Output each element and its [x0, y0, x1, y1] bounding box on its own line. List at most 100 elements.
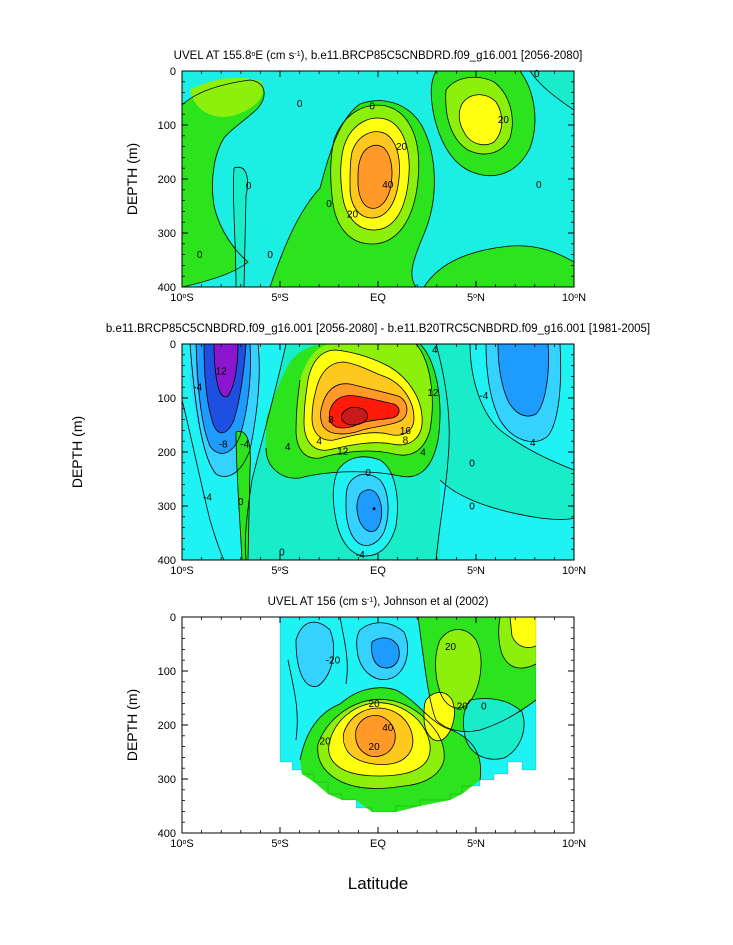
p1-fill-green-southeast [424, 245, 574, 287]
x-tick-label: 5oN [467, 292, 485, 304]
x-tick-label: 5oS [271, 838, 288, 850]
y-tick-label: 400 [158, 555, 176, 567]
p1-line-0-core [269, 100, 435, 287]
panel-3-contour-lines [287, 617, 537, 789]
p2-fill-purple-west [214, 344, 238, 397]
p3-line-30-core [342, 707, 414, 765]
x-tick-label: EQ [370, 838, 386, 850]
p3-fill-lime-northeast [435, 629, 482, 708]
panel-2-ylabel: DEPTH (m) [69, 416, 85, 488]
contour-label: 0 [469, 502, 475, 513]
panel-model-difference: b.e11.BRCP85C5CNBDRD.f09_g16.001 [2056-2… [69, 323, 650, 577]
p2-line-m12-west [203, 344, 247, 434]
p2-fill-dodger-deep [357, 489, 382, 532]
p1-line-10-core [330, 104, 420, 245]
contour-label: 12 [216, 367, 228, 378]
p3-fill-aqua-southeast [463, 698, 524, 760]
p1-line-strip [233, 166, 248, 287]
p1-line-0-northeast [529, 71, 574, 111]
p3-line-20-east [423, 692, 455, 742]
contour-label: 0 [267, 250, 273, 261]
p2-line-m8-west [195, 344, 251, 454]
p2-line-16-center [328, 395, 400, 429]
x-tick-label: 5oS [271, 565, 288, 577]
x-tick-label: 5oN [467, 838, 485, 850]
panel-observed-uvel: UVEL AT 156 (cm s-1), Johnson et al (200… [124, 596, 586, 850]
p1-line-0-north [430, 71, 536, 176]
p3-fill-yellow-edge [510, 617, 536, 648]
contour-label: 20 [369, 699, 381, 710]
p3-fill-sky-west [296, 622, 334, 687]
contour-label: 20 [320, 737, 332, 748]
p1-fill-aqua-strip [233, 167, 248, 287]
y-tick-label: 300 [158, 774, 176, 786]
y-tick-label: 100 [158, 666, 176, 678]
contour-label: -8 [219, 439, 228, 450]
p2-fill-darkred-center [341, 407, 368, 425]
p3-line-m10-west [295, 621, 334, 687]
p1-fill-green-south [182, 80, 265, 287]
p1-fill-lime-south [190, 77, 264, 117]
contour-label: 20 [396, 142, 408, 153]
p1-line-30-core [349, 131, 400, 219]
panel-3-contour-fill [280, 617, 536, 812]
p2-line-18-center [341, 406, 368, 426]
p2-line-strip [235, 430, 251, 560]
p1-line-0-south [182, 79, 265, 287]
p1-line-20-core [340, 117, 410, 231]
p1-line-0-southeast [423, 245, 574, 287]
y-tick-label: 300 [158, 501, 176, 513]
contour-label: 4 [420, 448, 426, 459]
contour-label: 0 [536, 180, 542, 191]
contour-label: 4 [530, 438, 536, 449]
contour-label: -4 [203, 492, 212, 503]
p3-data-coverage-outline [279, 616, 537, 813]
contour-label: 20 [498, 115, 510, 126]
p3-fill-orange-core [355, 715, 396, 757]
p1-line-20-north [458, 94, 503, 146]
p3-line-20-core [328, 702, 431, 777]
p2-line-m6-deep [356, 489, 382, 532]
x-tick-label: 10oN [562, 565, 586, 577]
p2-line-m2-north [485, 344, 562, 443]
p3-line-m5-center [339, 617, 348, 685]
contour-label: 4 [432, 345, 438, 356]
x-tick-label: 5oS [271, 292, 288, 304]
contour-label: -4 [356, 550, 365, 561]
p2-fill-green-strip [236, 431, 251, 560]
p3-line-m20-center [371, 637, 400, 669]
contour-label: 8 [403, 436, 409, 447]
contour-label: 0 [534, 69, 540, 80]
x-tick-label: EQ [370, 565, 386, 577]
p2-line-6-center [303, 349, 423, 451]
y-tick-label: 0 [170, 66, 176, 78]
y-tick-label: 100 [158, 393, 176, 405]
y-tick-label: 0 [170, 612, 176, 624]
panel-1-contour-lines [182, 71, 574, 287]
p1-fill-yellow-north [459, 94, 502, 145]
contour-label: 12 [427, 388, 439, 399]
contour-label: 20 [445, 642, 457, 653]
p3-line-0-southeast [462, 698, 525, 760]
contour-label: 12 [337, 446, 349, 457]
x-axis-label: Latitude [348, 874, 409, 893]
y-tick-label: 400 [158, 828, 176, 840]
x-tick-label: 10oS [170, 838, 194, 850]
p2-line-0-north [469, 344, 574, 471]
p2-line-m2-west [182, 399, 225, 560]
p3-line-20-edge [509, 617, 537, 648]
contour-label: 0 [238, 497, 244, 508]
x-tick-label: 10oN [562, 292, 586, 304]
p2-line-m4-west [189, 344, 260, 477]
y-tick-label: 300 [158, 228, 176, 240]
x-tick-label: EQ [370, 292, 386, 304]
p2-line-0-center [265, 344, 441, 479]
x-tick-label: 10oS [170, 292, 194, 304]
p3-line-m5-west [287, 659, 298, 741]
contour-label: 40 [382, 180, 394, 191]
contour-label: 20 [347, 210, 359, 221]
